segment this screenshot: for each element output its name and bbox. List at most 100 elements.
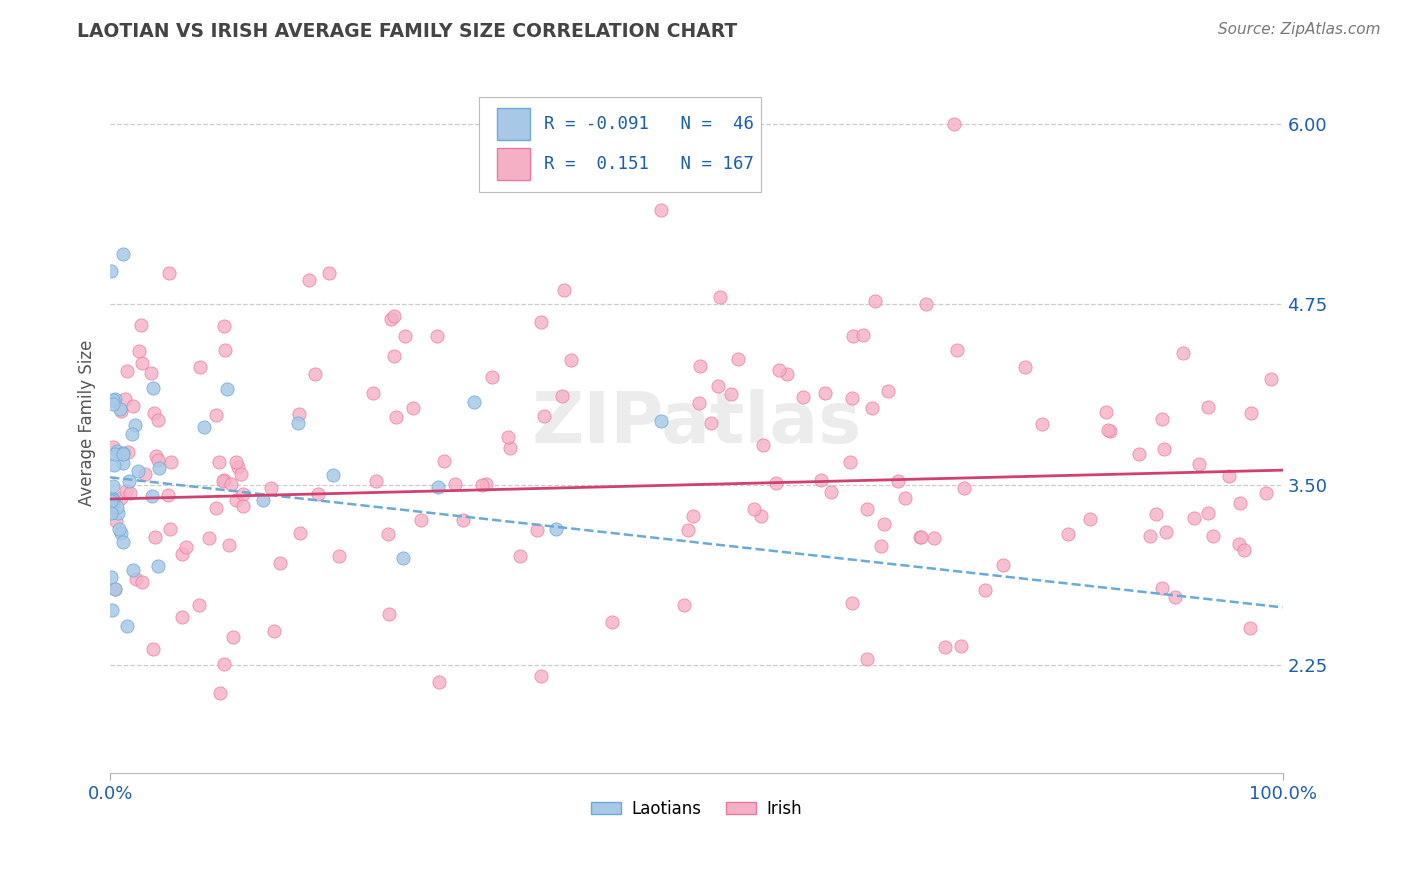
Point bbox=[117, 445, 139, 459]
Point bbox=[650, 414, 672, 428]
Point bbox=[1171, 346, 1194, 360]
Point bbox=[765, 476, 787, 491]
Point bbox=[382, 349, 405, 363]
Point bbox=[768, 363, 790, 377]
Point bbox=[792, 390, 814, 404]
Point bbox=[318, 266, 340, 280]
Point bbox=[260, 482, 283, 496]
Point bbox=[111, 246, 134, 260]
Point bbox=[1227, 537, 1250, 551]
Point bbox=[1197, 506, 1219, 520]
Point bbox=[212, 474, 235, 488]
Point bbox=[481, 369, 503, 384]
Point bbox=[232, 487, 254, 501]
Point bbox=[148, 461, 170, 475]
Y-axis label: Average Family Size: Average Family Size bbox=[79, 340, 96, 507]
Point bbox=[544, 523, 567, 537]
Point bbox=[146, 453, 169, 467]
Point bbox=[212, 657, 235, 672]
Point bbox=[146, 558, 169, 573]
Point bbox=[232, 499, 254, 513]
Point bbox=[600, 615, 623, 630]
Point bbox=[110, 404, 132, 418]
Point bbox=[174, 541, 197, 555]
Point bbox=[212, 318, 235, 333]
Point bbox=[198, 531, 221, 545]
Text: LAOTIAN VS IRISH AVERAGE FAMILY SIZE CORRELATION CHART: LAOTIAN VS IRISH AVERAGE FAMILY SIZE COR… bbox=[77, 22, 738, 41]
Point bbox=[401, 401, 423, 416]
Point bbox=[380, 312, 402, 326]
Point bbox=[1099, 425, 1122, 439]
Point bbox=[560, 353, 582, 368]
FancyBboxPatch shape bbox=[479, 97, 761, 192]
Point bbox=[1128, 447, 1150, 461]
Point bbox=[877, 384, 900, 398]
Point bbox=[426, 329, 449, 343]
Point bbox=[852, 327, 875, 342]
Point bbox=[104, 446, 127, 460]
Point bbox=[131, 356, 153, 370]
Text: Source: ZipAtlas.com: Source: ZipAtlas.com bbox=[1218, 22, 1381, 37]
Point bbox=[121, 426, 143, 441]
Point bbox=[1254, 486, 1277, 500]
Point bbox=[118, 475, 141, 489]
Point bbox=[304, 367, 326, 381]
Point bbox=[112, 456, 135, 470]
Point bbox=[394, 328, 416, 343]
Point bbox=[499, 441, 522, 455]
Point bbox=[377, 527, 399, 541]
Point bbox=[475, 477, 498, 491]
Point bbox=[110, 525, 132, 540]
Point bbox=[950, 639, 973, 653]
Point bbox=[143, 530, 166, 544]
Point bbox=[170, 609, 193, 624]
Point bbox=[110, 491, 132, 505]
Point bbox=[924, 531, 946, 545]
Point bbox=[1057, 526, 1080, 541]
Point bbox=[131, 575, 153, 590]
Point bbox=[143, 406, 166, 420]
Point bbox=[103, 582, 125, 596]
Point bbox=[1164, 591, 1187, 605]
Point bbox=[856, 501, 879, 516]
Point bbox=[124, 417, 146, 432]
Point bbox=[122, 563, 145, 577]
Point bbox=[378, 607, 401, 621]
Point bbox=[1152, 411, 1174, 425]
Point bbox=[820, 484, 842, 499]
Point bbox=[287, 407, 309, 421]
Point bbox=[915, 297, 938, 311]
Point bbox=[1182, 511, 1205, 525]
Point bbox=[361, 385, 384, 400]
Point bbox=[131, 318, 153, 333]
Point bbox=[910, 530, 932, 544]
Point bbox=[115, 363, 138, 377]
Point bbox=[1229, 496, 1251, 510]
Point bbox=[141, 489, 163, 503]
Point bbox=[100, 570, 122, 584]
Point bbox=[103, 458, 125, 472]
Point bbox=[509, 549, 531, 563]
Point bbox=[893, 491, 915, 506]
Point bbox=[145, 450, 167, 464]
Point bbox=[193, 419, 215, 434]
Point bbox=[943, 116, 966, 130]
Point bbox=[218, 538, 240, 552]
Point bbox=[111, 534, 134, 549]
Point bbox=[128, 343, 150, 358]
Point bbox=[118, 486, 141, 500]
Point bbox=[650, 203, 672, 218]
Point bbox=[934, 640, 956, 654]
Point bbox=[141, 381, 163, 395]
Point bbox=[887, 475, 910, 489]
Point bbox=[159, 522, 181, 536]
Point bbox=[863, 293, 886, 308]
Point bbox=[125, 572, 148, 586]
FancyBboxPatch shape bbox=[498, 108, 530, 140]
Point bbox=[496, 430, 519, 444]
Point bbox=[121, 399, 143, 413]
Point bbox=[839, 455, 862, 469]
Point bbox=[146, 413, 169, 427]
Point bbox=[157, 266, 180, 280]
Point bbox=[287, 416, 309, 430]
